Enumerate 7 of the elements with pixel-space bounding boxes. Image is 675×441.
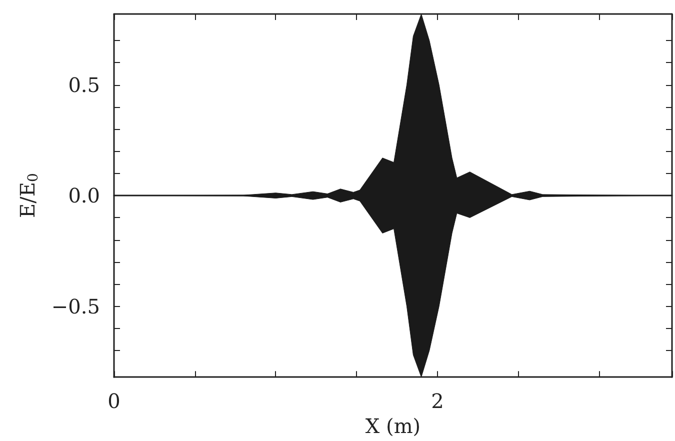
y-tick-label: −0.5 xyxy=(51,294,100,318)
x-tick-label: 0 xyxy=(108,389,120,414)
x-tick-label: 2 xyxy=(431,389,444,414)
x-axis-title: X (m) xyxy=(365,414,421,438)
y-axis-title: E/E0 xyxy=(16,173,42,218)
y-tick-label: 0.5 xyxy=(68,72,100,97)
y-tick-label: 0.0 xyxy=(68,184,100,208)
